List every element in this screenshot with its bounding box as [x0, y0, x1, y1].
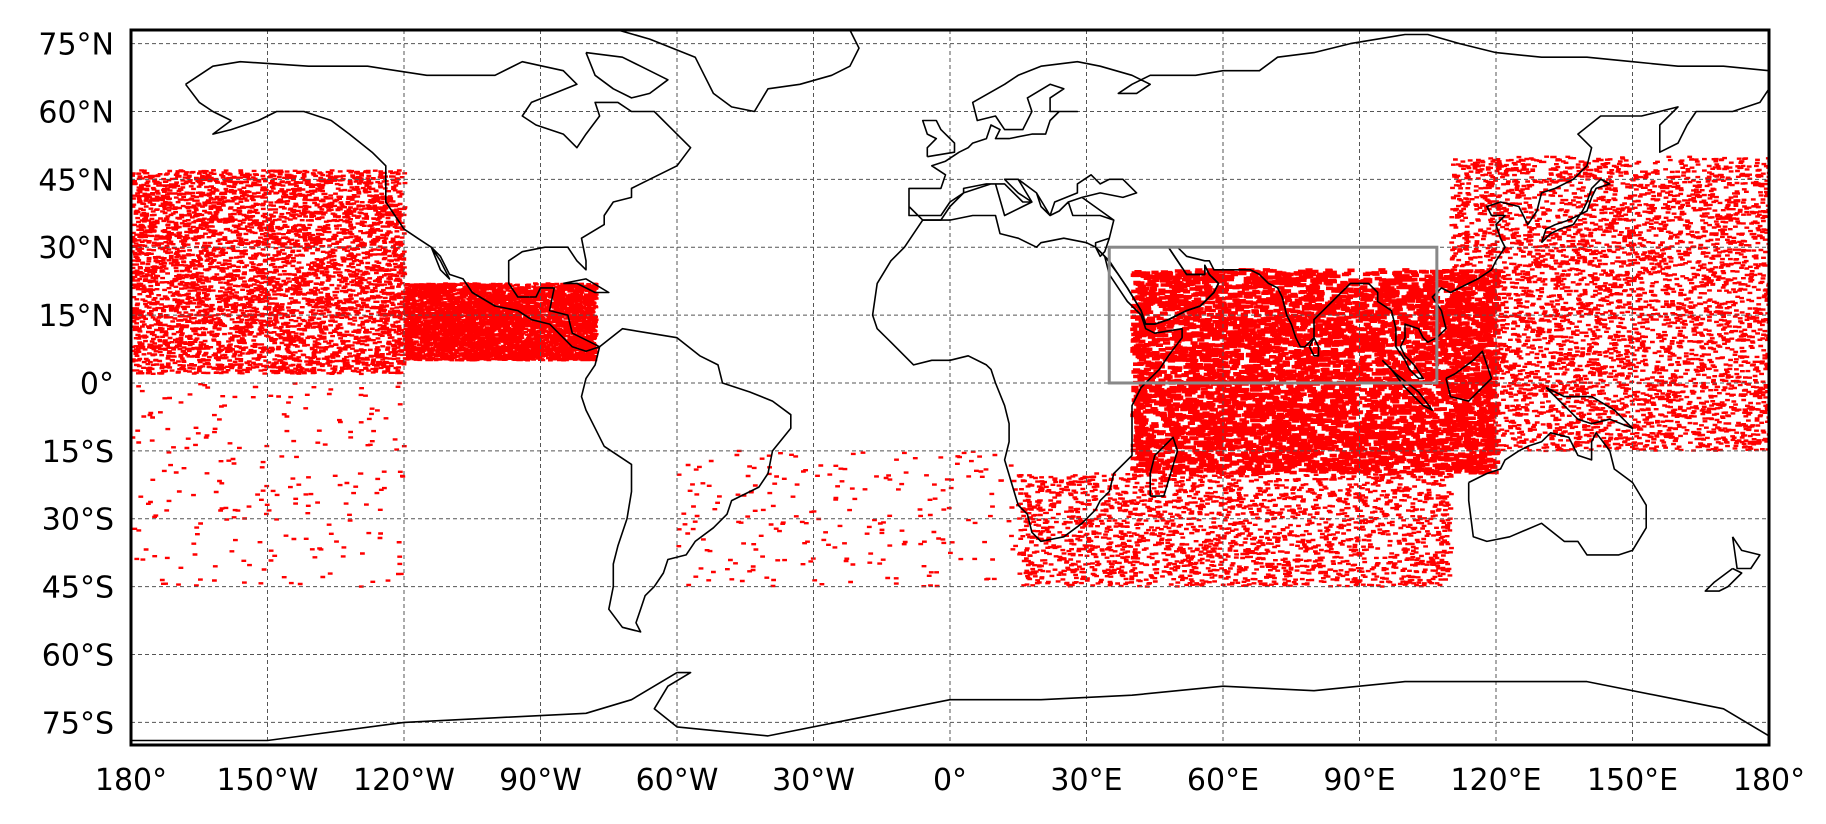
region-highlight-box [1107, 245, 1439, 385]
coastline-new-zealand [1731, 536, 1761, 570]
lon-tick-label: 60°E [1187, 763, 1259, 798]
coastline-eurasia [908, 33, 1769, 258]
coastline-antarctica [131, 671, 1769, 742]
lon-tick-label: 150°E [1587, 763, 1678, 798]
lat-tick-label: 75°S [42, 706, 114, 741]
point-region-west-pacific-asia [1449, 155, 1769, 453]
coastline-sumatra [1381, 359, 1434, 411]
coastline-madagascar [1149, 436, 1179, 497]
lat-tick-label: 30°N [38, 231, 114, 266]
lon-tick-label: 180° [95, 763, 167, 798]
point-region-south-atlantic [676, 449, 1022, 588]
lon-tick-label: 0° [933, 763, 967, 798]
lat-tick-label: 15°S [42, 435, 114, 470]
lat-tick-label: 45°N [38, 163, 114, 198]
coastline-north-america [184, 60, 692, 353]
coastlines [131, 30, 1769, 742]
lon-tick-label: 30°E [1050, 763, 1122, 798]
point-cloud-west-pacific-asia [1449, 155, 1769, 453]
coastline-australia [1467, 431, 1647, 556]
point-region-eastern-tropical-pacific [402, 282, 599, 362]
lat-tick-label: 45°S [42, 571, 114, 606]
observation-points-layer [131, 155, 1769, 588]
latitude-tick-labels: 75°N 60°N 45°N 30°N 15°N 0° 15°S 30°S 45°S 60°S 75… [38, 28, 114, 742]
lon-tick-label: 120°W [353, 763, 455, 798]
lon-tick-label: 120°E [1450, 763, 1541, 798]
coastline-new-guinea [1545, 386, 1634, 430]
point-cloud-north-pacific-east [131, 169, 408, 376]
point-region-south-pacific [131, 381, 407, 588]
gridlines [131, 30, 1769, 745]
point-cloud-eastern-tropical-pacific [402, 282, 599, 362]
point-cloud-south-pacific [131, 381, 407, 588]
coastline-arabian-coast [1104, 246, 1220, 325]
coastline-cuba [563, 278, 610, 294]
coastline-sri-lanka [1308, 337, 1320, 357]
coastline-uk [921, 119, 956, 158]
longitude-tick-labels: 180° 150°W 120°W 90°W 60°W 30°W 0° 30°E 60°E 90°E… [95, 763, 1805, 798]
lon-tick-label: 60°W [636, 763, 719, 798]
coastline-borneo [1445, 350, 1493, 402]
coastline-africa [871, 214, 1183, 543]
coastline-new-zealand-south [1704, 567, 1743, 592]
coastline-south-america [580, 327, 792, 633]
point-region-north-pacific-east [131, 169, 408, 376]
lat-tick-label: 0° [80, 367, 114, 402]
lat-tick-label: 60°N [38, 95, 114, 130]
lat-tick-label: 75°N [38, 28, 114, 63]
point-cloud-south-atlantic [676, 449, 1022, 588]
coastline-japan [1540, 178, 1611, 244]
map-plot-area [131, 30, 1769, 745]
lat-tick-label: 30°S [42, 503, 114, 538]
lat-tick-label: 15°N [38, 299, 114, 334]
map-frame [129, 28, 1771, 747]
lon-tick-label: 90°W [499, 763, 582, 798]
lon-tick-label: 150°W [217, 763, 319, 798]
lon-tick-label: 30°W [772, 763, 855, 798]
lat-tick-label: 60°S [42, 638, 114, 673]
lon-tick-label: 90°E [1323, 763, 1395, 798]
coastline-baffin-island [585, 51, 669, 99]
coastline-greenland [617, 30, 860, 113]
lon-tick-label: 180° [1733, 763, 1805, 798]
